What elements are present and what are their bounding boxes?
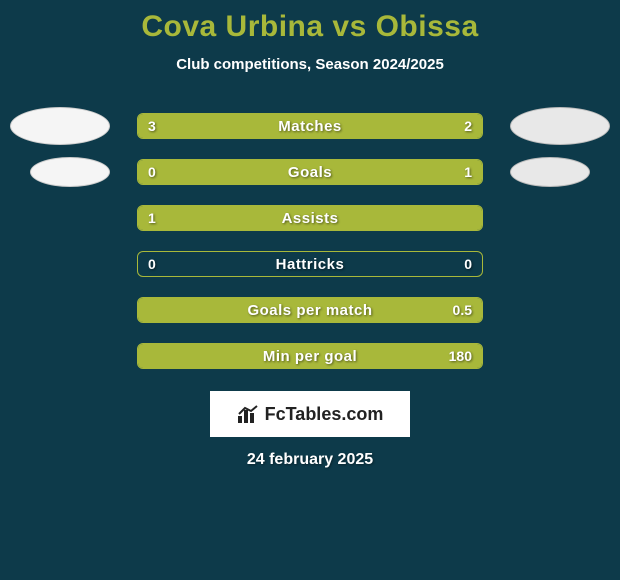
stat-row: 32Matches (0, 103, 620, 149)
avatar-right (510, 107, 610, 145)
stat-row: 1Assists (0, 195, 620, 241)
brand-logo[interactable]: FcTables.com (210, 391, 410, 437)
brand-text: FcTables.com (265, 404, 384, 425)
stat-row: 00Hattricks (0, 241, 620, 287)
stat-row: 0.5Goals per match (0, 287, 620, 333)
stat-row: 01Goals (0, 149, 620, 195)
stat-label: Hattricks (138, 252, 482, 276)
stat-bar-track: 00Hattricks (137, 251, 483, 277)
stat-label: Assists (138, 206, 482, 230)
chart-icon (237, 404, 259, 424)
avatar-right (510, 157, 590, 187)
stat-row: 180Min per goal (0, 333, 620, 379)
stat-label: Matches (138, 114, 482, 138)
stat-bar-track: 180Min per goal (137, 343, 483, 369)
stat-bar-track: 32Matches (137, 113, 483, 139)
stat-label: Goals per match (138, 298, 482, 322)
stat-bar-track: 1Assists (137, 205, 483, 231)
stat-bar-track: 01Goals (137, 159, 483, 185)
avatar-left (30, 157, 110, 187)
stat-bar-track: 0.5Goals per match (137, 297, 483, 323)
page-date: 24 february 2025 (0, 451, 620, 469)
avatar-left (10, 107, 110, 145)
comparison-chart: 32Matches 01Goals 1Assists 00Hattricks 0.5Go… (0, 103, 620, 379)
stat-label: Goals (138, 160, 482, 184)
page-title: Cova Urbina vs Obissa (0, 0, 620, 44)
page-subtitle: Club competitions, Season 2024/2025 (0, 56, 620, 73)
stat-label: Min per goal (138, 344, 482, 368)
